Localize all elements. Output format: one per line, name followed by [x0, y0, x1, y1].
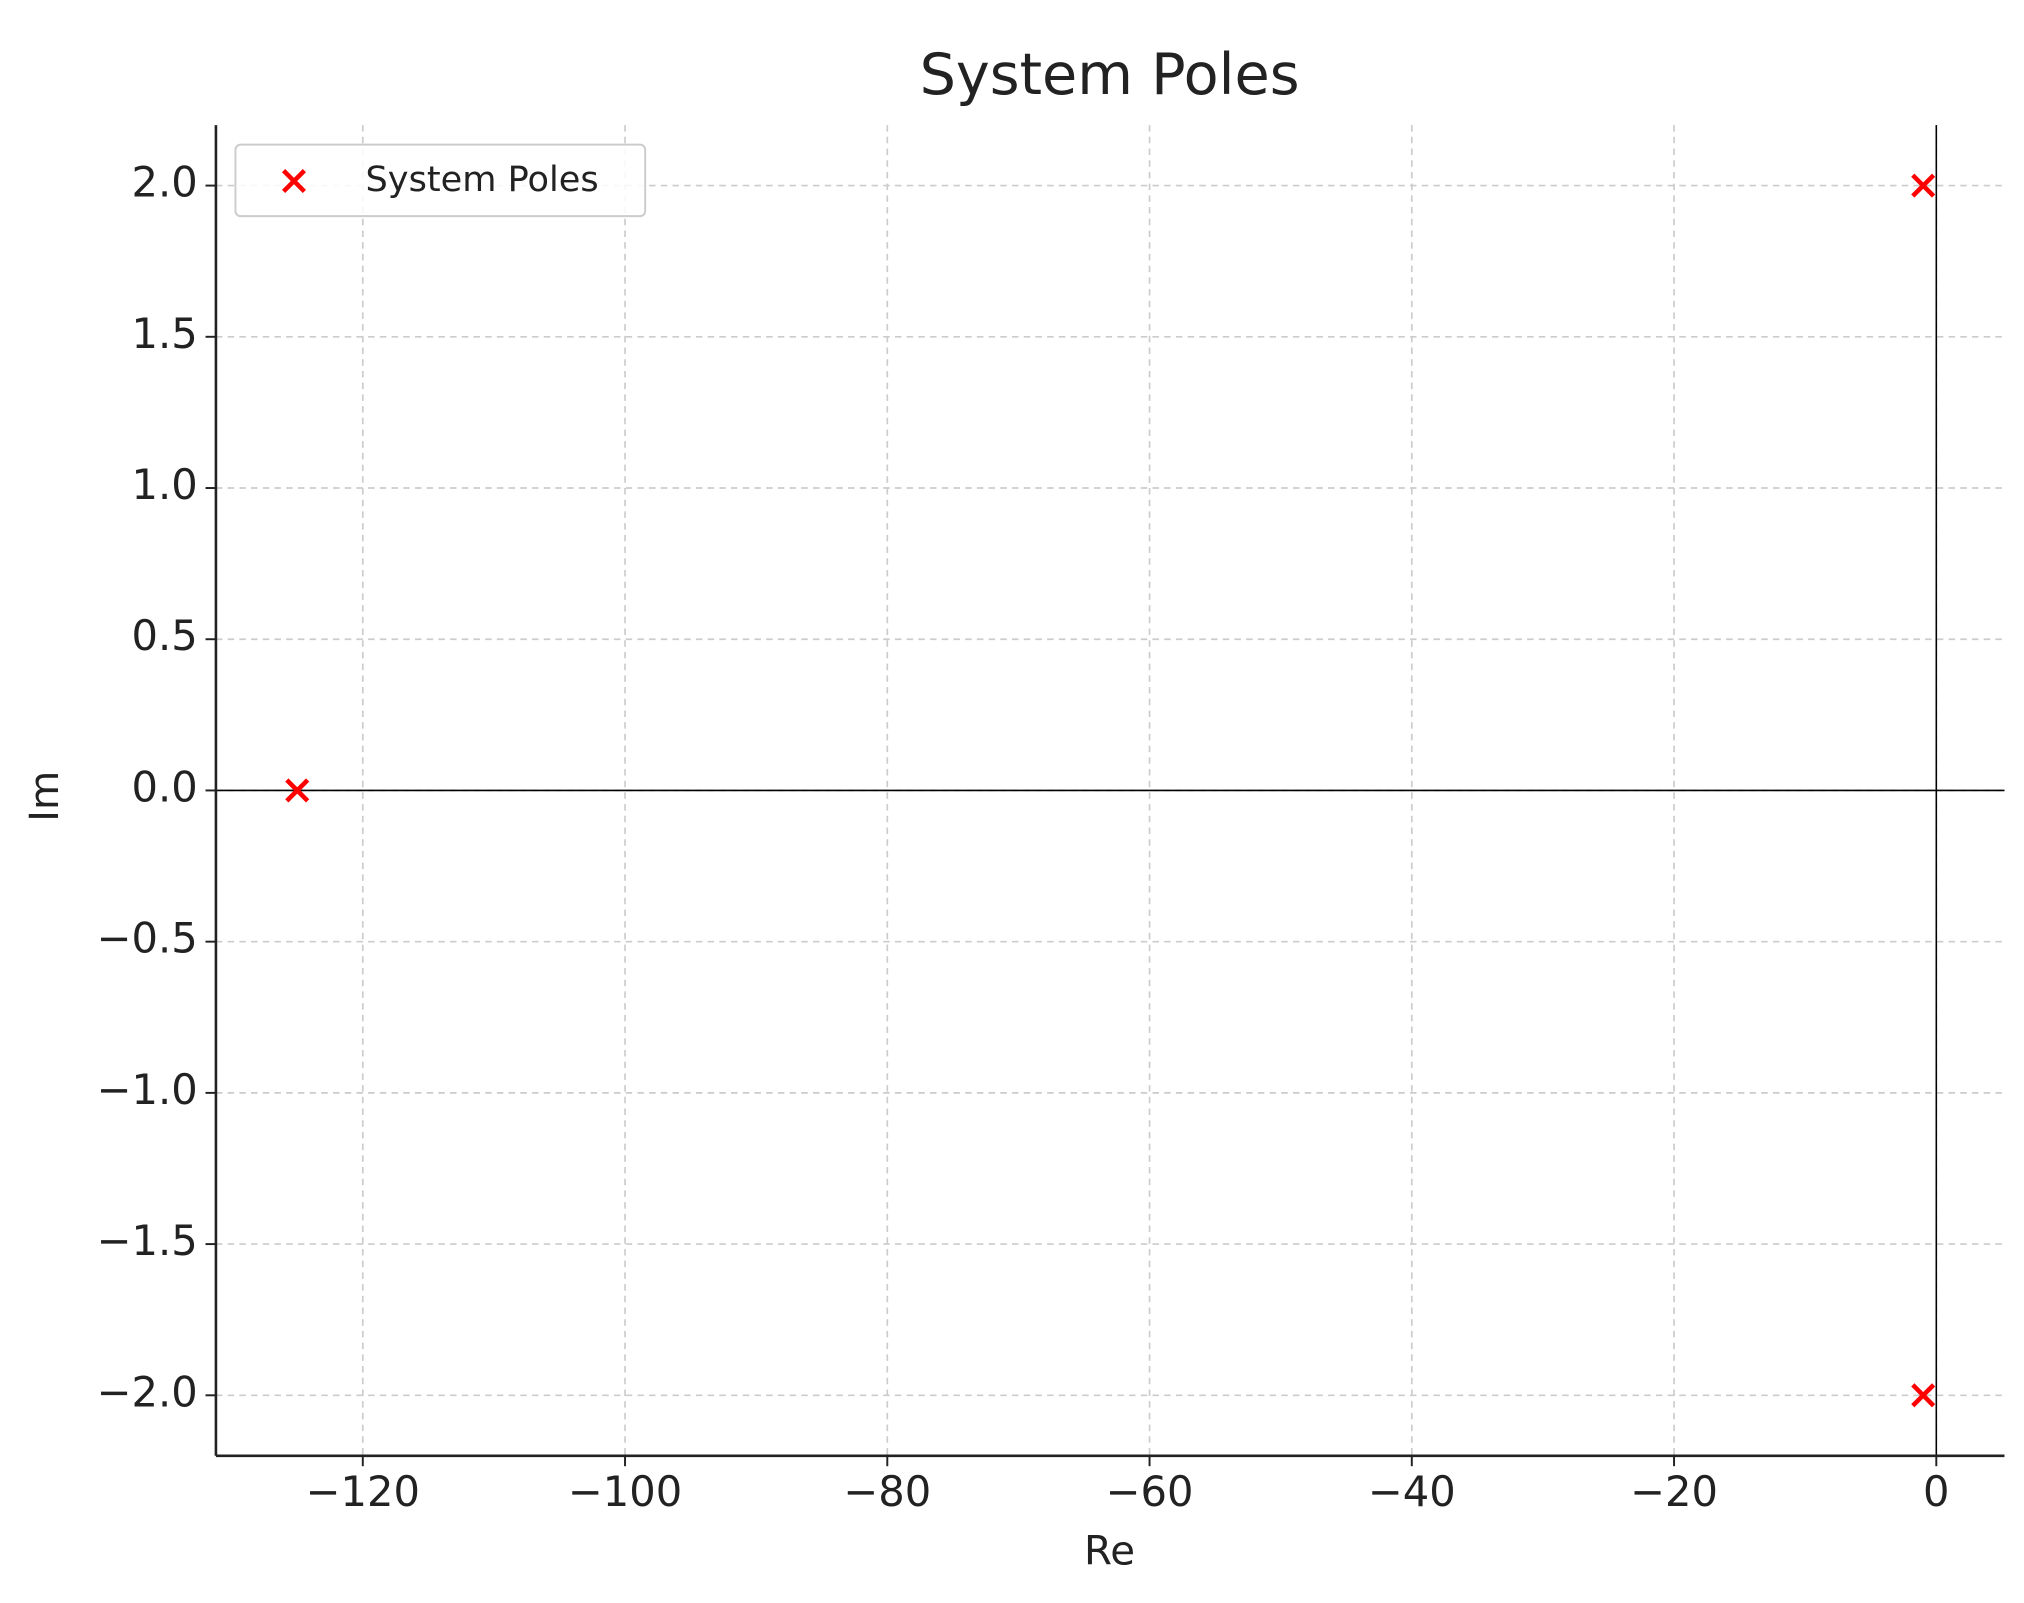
x-tick-label: −120	[306, 1467, 420, 1516]
legend-label: System Poles	[366, 159, 599, 200]
pole-marker	[1911, 1383, 1936, 1408]
pole-marker	[285, 778, 310, 803]
legend-box	[234, 143, 647, 218]
x-tick-label: −40	[1368, 1467, 1456, 1516]
x-tick-label: −100	[568, 1467, 682, 1516]
pole-marker	[1911, 173, 1936, 198]
y-tick-label: 0.0	[132, 762, 198, 811]
x-tick-label: −60	[1106, 1467, 1194, 1516]
legend-marker	[281, 169, 306, 194]
y-axis-label: Im	[21, 771, 68, 822]
y-tick-label: 1.5	[132, 309, 198, 358]
x-axis-label: Re	[1084, 1527, 1135, 1574]
y-tick-label: −2.0	[97, 1367, 198, 1416]
chart-title: System Poles	[920, 42, 1300, 108]
y-tick-label: −1.0	[97, 1065, 198, 1114]
x-tick-label: −20	[1630, 1467, 1718, 1516]
x-tick-label: 0	[1923, 1467, 1949, 1516]
y-tick-label: 2.0	[132, 158, 198, 207]
y-tick-label: −1.5	[97, 1216, 198, 1265]
y-tick-label: −0.5	[97, 914, 198, 963]
y-tick-label: 1.0	[132, 460, 198, 509]
y-tick-label: 0.5	[132, 611, 198, 660]
x-tick-label: −80	[843, 1467, 931, 1516]
